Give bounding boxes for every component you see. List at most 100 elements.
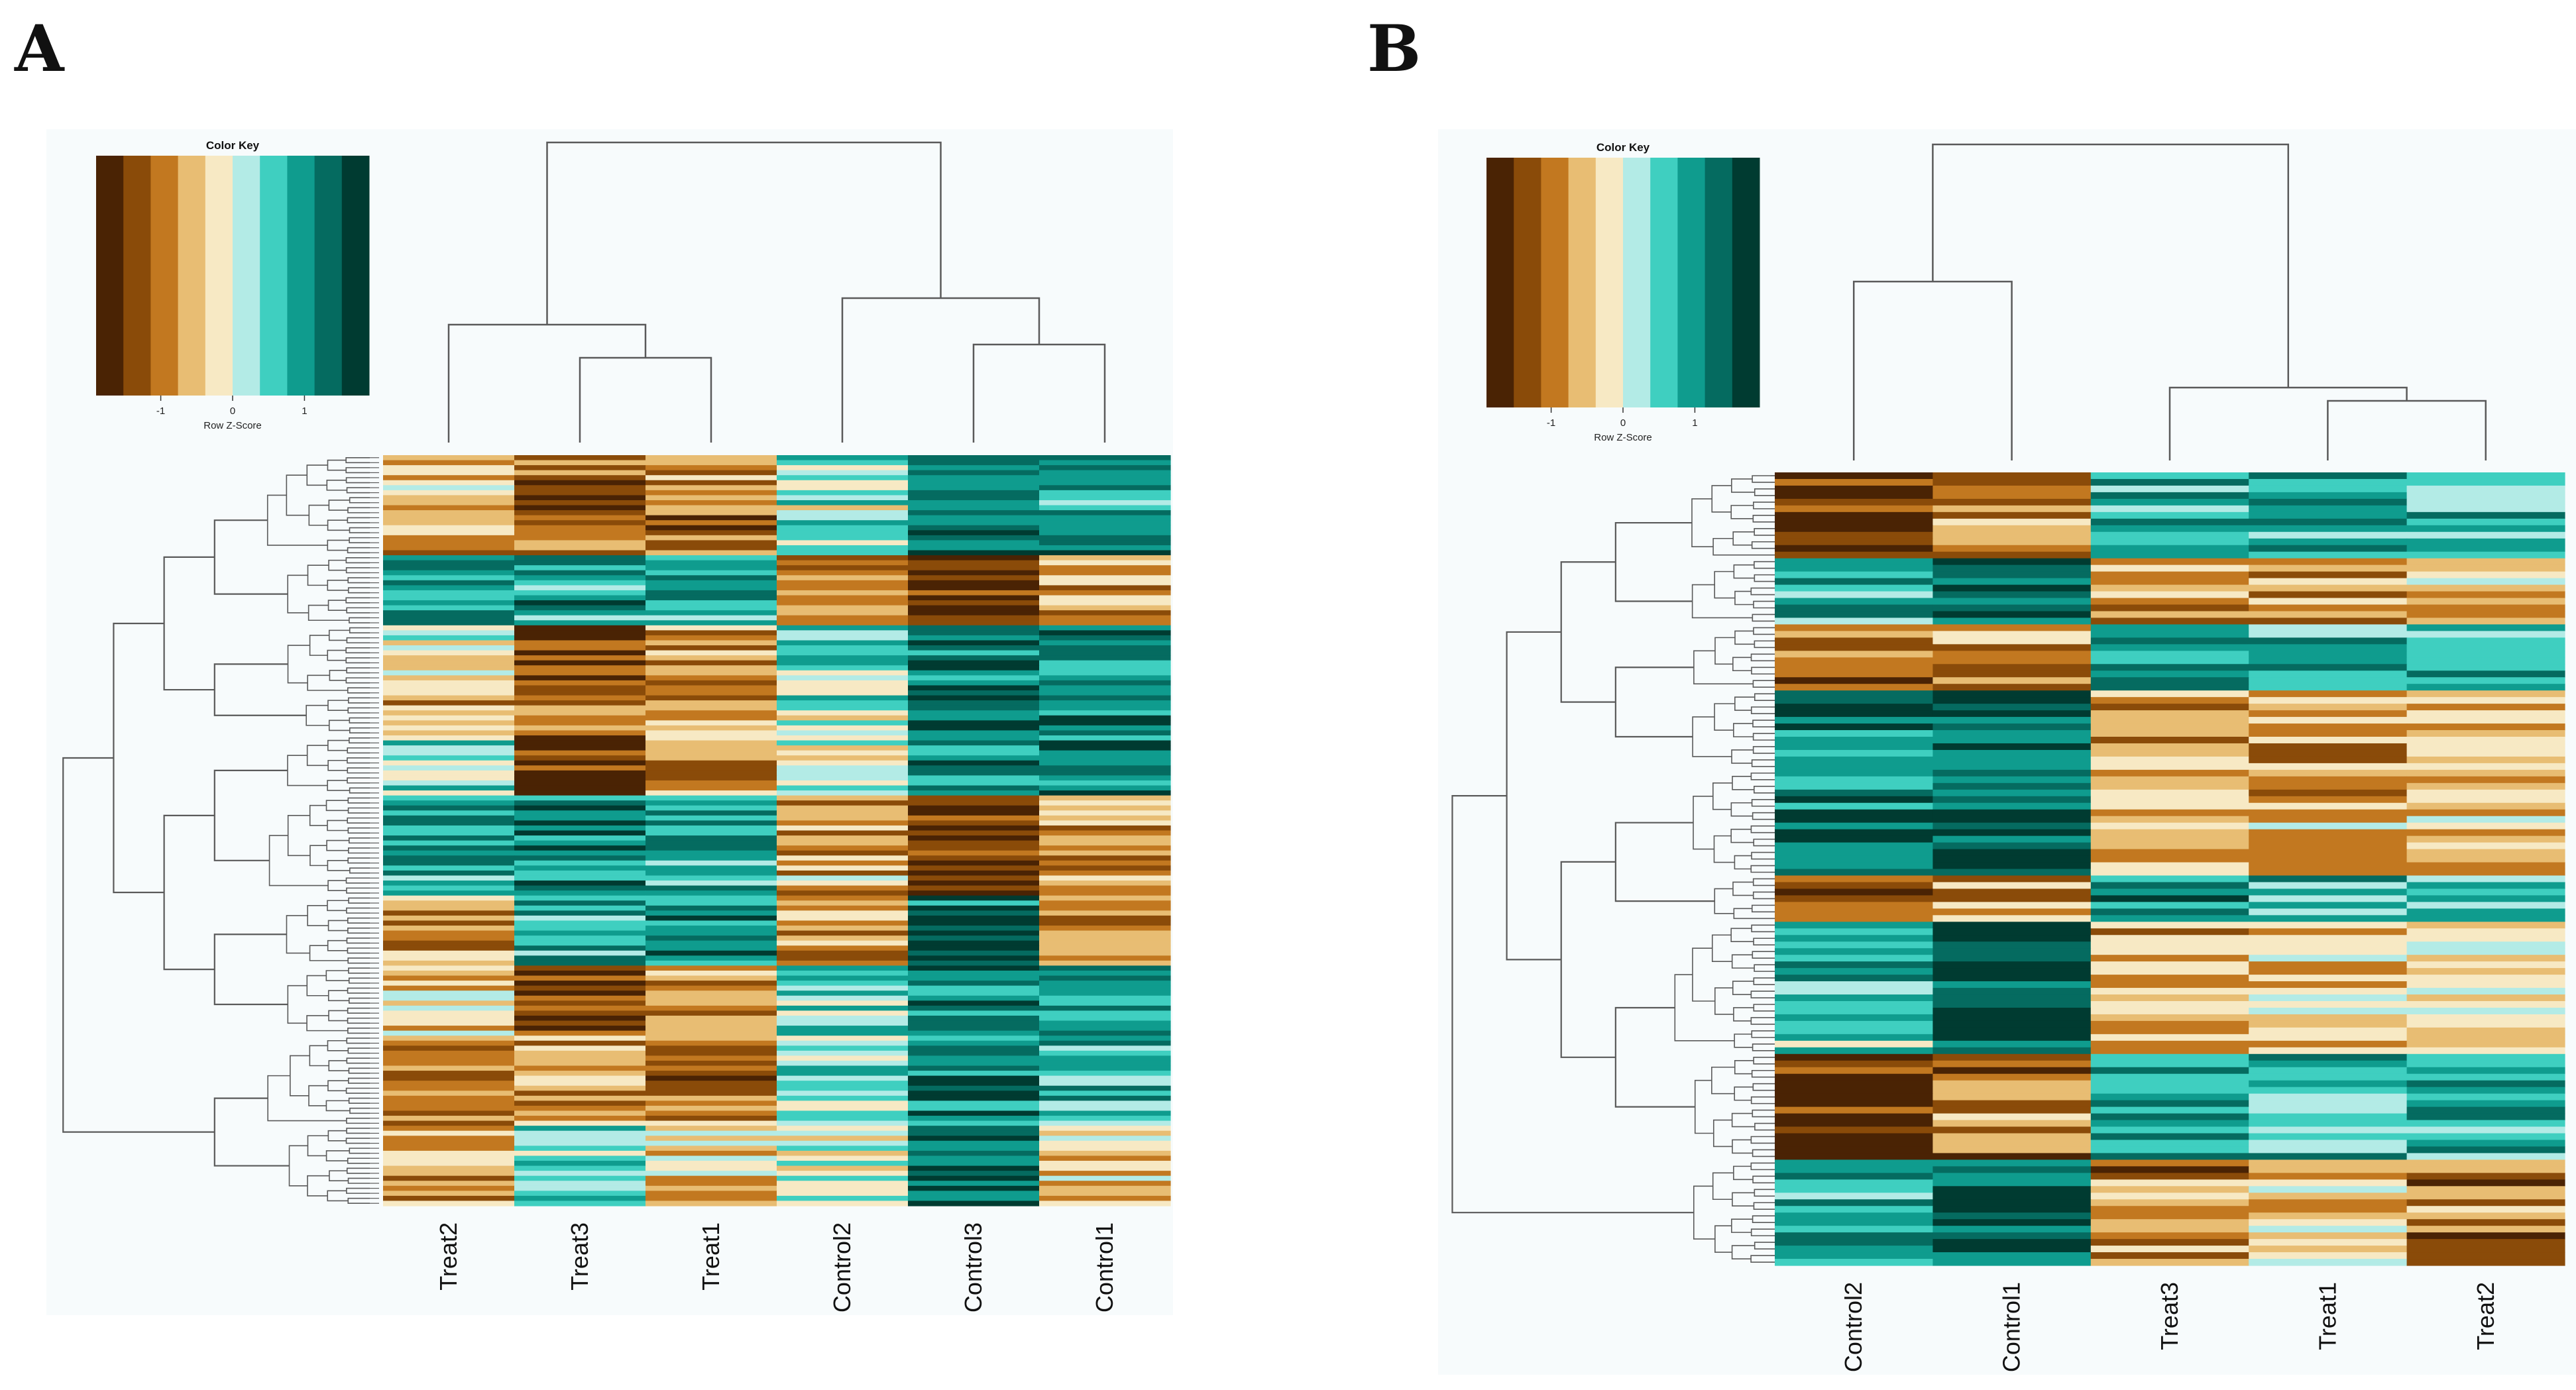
heatmap-cell bbox=[2249, 829, 2408, 837]
heatmap-cell bbox=[777, 1000, 909, 1006]
heatmap-cell bbox=[908, 780, 1040, 786]
heatmap-cell bbox=[908, 940, 1040, 946]
heatmap-cell bbox=[908, 485, 1040, 491]
heatmap-cell bbox=[383, 1091, 515, 1096]
heatmap-cell bbox=[2406, 1047, 2565, 1055]
heatmap-cell bbox=[777, 825, 909, 831]
row-dendrogram-branch bbox=[1693, 1185, 1715, 1240]
heatmap-cell bbox=[1775, 578, 1933, 586]
heatmap-cell bbox=[514, 960, 646, 967]
heatmap-cell bbox=[1932, 1226, 2092, 1233]
row-dendrogram-branch bbox=[346, 607, 370, 614]
row-dendrogram-branch bbox=[347, 587, 370, 594]
row-dendrogram-branch bbox=[345, 567, 370, 574]
heatmap-cell bbox=[383, 930, 515, 936]
heatmap-cell bbox=[777, 660, 909, 666]
heatmap-cell bbox=[1775, 816, 1933, 824]
heatmap-cell bbox=[383, 970, 515, 977]
row-dendrogram-branch bbox=[345, 456, 370, 464]
heatmap-cell bbox=[2090, 717, 2249, 724]
heatmap-cell bbox=[777, 500, 909, 506]
heatmap-cell bbox=[383, 505, 515, 511]
heatmap-cell bbox=[645, 1081, 777, 1087]
heatmap-cell bbox=[1775, 1159, 1933, 1167]
heatmap-cell bbox=[1039, 770, 1171, 776]
heatmap-cell bbox=[1932, 822, 2092, 830]
heatmap-cell bbox=[777, 830, 909, 836]
heatmap-cell bbox=[645, 855, 777, 861]
heatmap-cell bbox=[514, 1036, 646, 1042]
heatmap-cell bbox=[2249, 1034, 2408, 1042]
heatmap-cell bbox=[514, 860, 646, 866]
heatmap-cell bbox=[645, 670, 777, 676]
heatmap-cell bbox=[383, 575, 515, 581]
heatmap-cell bbox=[383, 500, 515, 506]
heatmap-cell bbox=[645, 936, 777, 941]
heatmap-cell bbox=[1039, 825, 1171, 831]
heatmap-cell bbox=[1932, 651, 2092, 658]
heatmap-cell bbox=[2249, 624, 2408, 631]
row-dendrogram-branch bbox=[1752, 720, 1775, 727]
heatmap-cell bbox=[2249, 968, 2408, 975]
heatmap-cell bbox=[514, 615, 646, 621]
heatmap-cell bbox=[908, 1015, 1040, 1022]
heatmap-cell bbox=[514, 1050, 646, 1056]
heatmap-cell bbox=[2249, 1252, 2408, 1259]
heatmap-cell bbox=[908, 560, 1040, 566]
heatmap-cell bbox=[1039, 1100, 1171, 1106]
row-dendrogram-branch bbox=[327, 700, 349, 712]
heatmap-cell bbox=[777, 1120, 909, 1126]
row-dendrogram-branch bbox=[286, 915, 310, 954]
heatmap-cell bbox=[645, 950, 777, 956]
heatmap-cell bbox=[908, 1020, 1040, 1026]
heatmap-cell bbox=[1039, 1085, 1171, 1091]
heatmap-cell bbox=[383, 910, 515, 916]
heatmap-cell bbox=[514, 605, 646, 611]
heatmap-cell bbox=[383, 635, 515, 641]
heatmap-cell bbox=[1932, 948, 2092, 955]
heatmap-cell bbox=[1932, 835, 2092, 843]
row-dendrogram-branch bbox=[1451, 795, 1694, 1214]
heatmap-cell bbox=[2249, 498, 2408, 506]
heatmap-cell bbox=[777, 1171, 909, 1177]
heatmap-cell bbox=[383, 455, 515, 461]
heatmap-cell bbox=[2249, 975, 2408, 982]
heatmap-cell bbox=[777, 580, 909, 586]
heatmap-cell bbox=[2406, 941, 2565, 949]
heatmap-cell bbox=[908, 900, 1040, 906]
heatmap-cell bbox=[1932, 511, 2092, 519]
heatmap-cell bbox=[2249, 816, 2408, 824]
heatmap-cell bbox=[514, 1000, 646, 1006]
heatmap-cell bbox=[908, 955, 1040, 961]
heatmap-cell bbox=[2090, 1193, 2249, 1200]
heatmap-cell bbox=[1039, 1140, 1171, 1146]
heatmap-cell bbox=[908, 926, 1040, 932]
heatmap-cell bbox=[645, 1110, 777, 1116]
heatmap-cell bbox=[2406, 525, 2565, 533]
heatmap-cell bbox=[777, 1005, 909, 1012]
heatmap-cell bbox=[645, 465, 777, 471]
heatmap-cell bbox=[2406, 651, 2565, 658]
heatmap-cell bbox=[908, 670, 1040, 676]
heatmap-cell bbox=[777, 730, 909, 736]
heatmap-cell bbox=[908, 1026, 1040, 1032]
heatmap-cell bbox=[908, 1030, 1040, 1036]
heatmap-cell bbox=[645, 480, 777, 486]
heatmap-cell bbox=[514, 975, 646, 981]
row-dendrogram-branch bbox=[325, 1100, 350, 1112]
heatmap-cell bbox=[383, 610, 515, 616]
heatmap-cell bbox=[645, 945, 777, 951]
heatmap-cell bbox=[908, 1185, 1040, 1191]
heatmap-cell bbox=[514, 1146, 646, 1151]
heatmap-cell bbox=[1932, 1146, 2092, 1154]
heatmap-cell bbox=[2090, 829, 2249, 837]
heatmap-cell bbox=[1039, 650, 1171, 656]
heatmap-cell bbox=[383, 515, 515, 521]
heatmap-cell bbox=[1039, 1146, 1171, 1151]
heatmap-cell bbox=[383, 810, 515, 816]
heatmap-cell bbox=[514, 725, 646, 731]
heatmap-cell bbox=[514, 665, 646, 671]
heatmap-cell bbox=[2090, 1232, 2249, 1240]
heatmap-cell bbox=[514, 1140, 646, 1146]
heatmap-cell bbox=[514, 881, 646, 886]
